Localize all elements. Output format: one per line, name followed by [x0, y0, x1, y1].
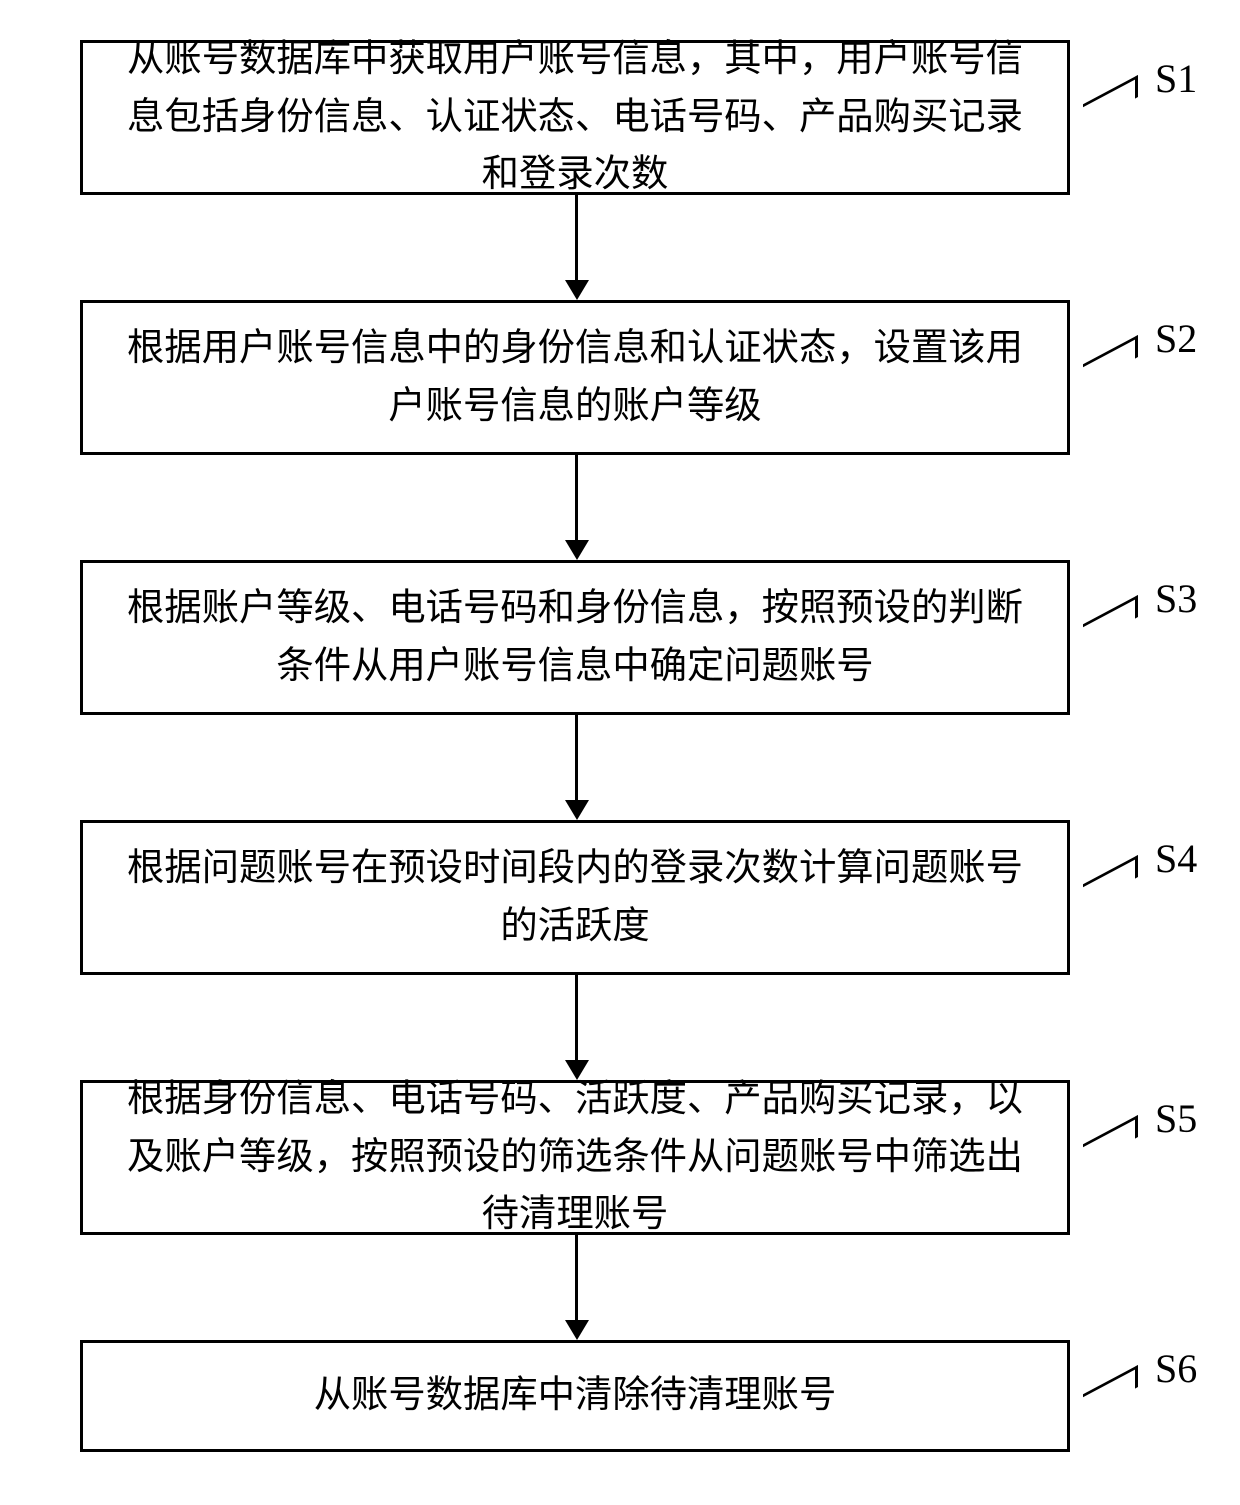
- step-box-s2: 根据用户账号信息中的身份信息和认证状态，设置该用户账号信息的账户等级: [80, 300, 1070, 455]
- connector-s3-s4: [575, 715, 578, 800]
- step-text: 根据问题账号在预设时间段内的登录次数计算问题账号的活跃度: [113, 840, 1037, 956]
- arrow-head-icon: [565, 800, 589, 820]
- flowchart-container: 从账号数据库中获取用户账号信息，其中，用户账号信息包括身份信息、认证状态、电话号…: [0, 0, 1240, 1505]
- step-label-s6: S6: [1155, 1345, 1197, 1392]
- arrow-head-icon: [565, 1060, 589, 1080]
- step-text: 根据身份信息、电话号码、活跃度、产品购买记录，以及账户等级，按照预设的筛选条件从…: [113, 1071, 1037, 1245]
- step-text: 根据账户等级、电话号码和身份信息，按照预设的判断条件从用户账号信息中确定问题账号: [113, 580, 1037, 696]
- label-tick: [1083, 595, 1138, 646]
- connector-s5-s6: [575, 1235, 578, 1320]
- arrow-head-icon: [565, 280, 589, 300]
- step-label-s2: S2: [1155, 315, 1197, 362]
- label-tick: [1083, 855, 1138, 906]
- arrow-head-icon: [565, 1320, 589, 1340]
- connector-s4-s5: [575, 975, 578, 1060]
- step-label-s4: S4: [1155, 835, 1197, 882]
- step-text: 根据用户账号信息中的身份信息和认证状态，设置该用户账号信息的账户等级: [113, 320, 1037, 436]
- step-text: 从账号数据库中清除待清理账号: [314, 1367, 837, 1425]
- label-tick: [1083, 1365, 1138, 1416]
- label-tick: [1083, 75, 1138, 126]
- step-box-s4: 根据问题账号在预设时间段内的登录次数计算问题账号的活跃度: [80, 820, 1070, 975]
- connector-s2-s3: [575, 455, 578, 540]
- connector-s1-s2: [575, 195, 578, 280]
- step-label-s1: S1: [1155, 55, 1197, 102]
- step-text: 从账号数据库中获取用户账号信息，其中，用户账号信息包括身份信息、认证状态、电话号…: [113, 31, 1037, 205]
- step-box-s3: 根据账户等级、电话号码和身份信息，按照预设的判断条件从用户账号信息中确定问题账号: [80, 560, 1070, 715]
- step-box-s1: 从账号数据库中获取用户账号信息，其中，用户账号信息包括身份信息、认证状态、电话号…: [80, 40, 1070, 195]
- step-label-s5: S5: [1155, 1095, 1197, 1142]
- step-box-s5: 根据身份信息、电话号码、活跃度、产品购买记录，以及账户等级，按照预设的筛选条件从…: [80, 1080, 1070, 1235]
- label-tick: [1083, 335, 1138, 386]
- step-label-s3: S3: [1155, 575, 1197, 622]
- arrow-head-icon: [565, 540, 589, 560]
- label-tick: [1083, 1115, 1138, 1166]
- step-box-s6: 从账号数据库中清除待清理账号: [80, 1340, 1070, 1452]
